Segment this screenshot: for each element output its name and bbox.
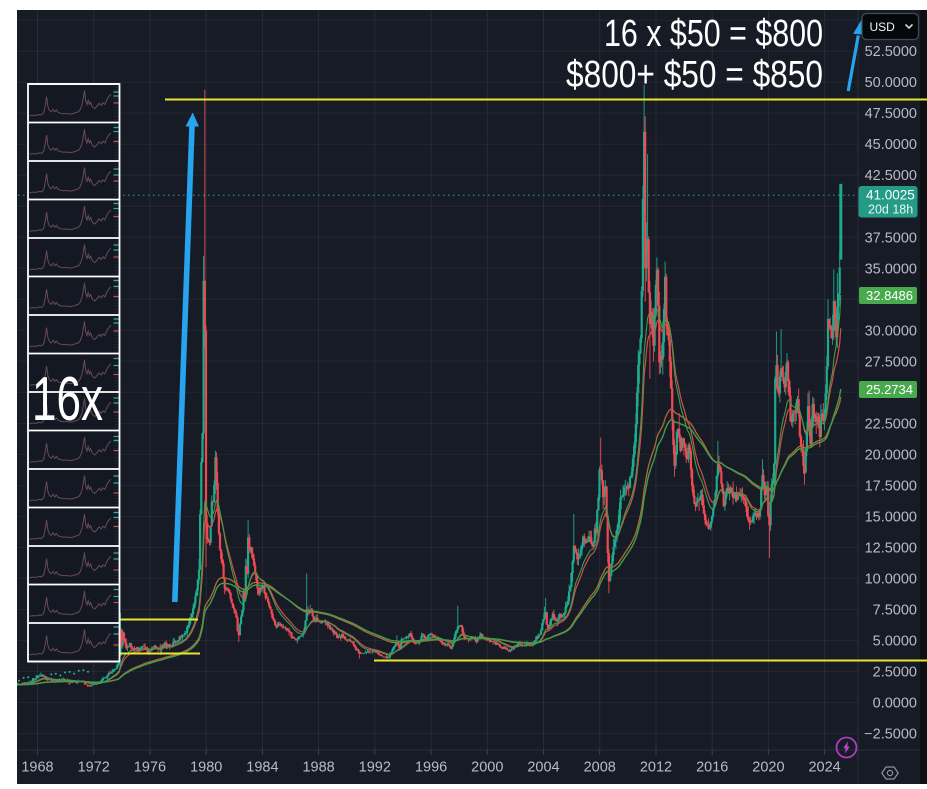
- svg-text:15.0000: 15.0000: [865, 509, 917, 525]
- svg-text:2004: 2004: [527, 760, 559, 776]
- svg-text:1988: 1988: [302, 760, 334, 776]
- svg-text:1992: 1992: [359, 760, 391, 776]
- svg-text:2012: 2012: [640, 760, 672, 776]
- svg-text:2016: 2016: [696, 760, 728, 776]
- svg-text:1996: 1996: [415, 760, 447, 776]
- svg-text:1984: 1984: [246, 760, 278, 776]
- svg-text:−2.5000: −2.5000: [864, 727, 917, 743]
- svg-text:1968: 1968: [21, 760, 53, 776]
- svg-text:7.5000: 7.5000: [873, 603, 917, 619]
- svg-text:2000: 2000: [471, 760, 503, 776]
- svg-text:27.5000: 27.5000: [865, 354, 917, 370]
- svg-text:1976: 1976: [134, 760, 166, 776]
- svg-text:16x: 16x: [32, 365, 103, 434]
- svg-text:20.0000: 20.0000: [865, 447, 917, 463]
- svg-text:17.5000: 17.5000: [865, 478, 917, 494]
- svg-text:1972: 1972: [78, 760, 110, 776]
- svg-text:0.0000: 0.0000: [873, 696, 917, 712]
- svg-text:50.0000: 50.0000: [865, 75, 917, 91]
- svg-text:32.8486: 32.8486: [866, 288, 913, 303]
- svg-text:5.0000: 5.0000: [873, 634, 917, 650]
- svg-text:USD: USD: [870, 20, 896, 34]
- svg-text:45.0000: 45.0000: [865, 137, 917, 153]
- svg-text:30.0000: 30.0000: [865, 323, 917, 339]
- svg-text:47.5000: 47.5000: [865, 106, 917, 122]
- svg-text:1980: 1980: [190, 760, 222, 776]
- svg-text:10.0000: 10.0000: [865, 571, 917, 587]
- svg-text:41.0025: 41.0025: [866, 188, 915, 203]
- svg-text:16 x $50 = $800: 16 x $50 = $800: [604, 13, 823, 55]
- svg-text:2008: 2008: [584, 760, 616, 776]
- svg-text:37.5000: 37.5000: [865, 230, 917, 246]
- svg-text:2024: 2024: [808, 760, 840, 776]
- svg-text:20d 18h: 20d 18h: [868, 203, 913, 217]
- svg-text:22.5000: 22.5000: [865, 416, 917, 432]
- svg-text:42.5000: 42.5000: [865, 168, 917, 184]
- svg-text:12.5000: 12.5000: [865, 540, 917, 556]
- svg-text:52.5000: 52.5000: [865, 44, 917, 60]
- svg-text:$800+ $50 = $850: $800+ $50 = $850: [566, 54, 823, 96]
- svg-text:25.2734: 25.2734: [866, 382, 913, 397]
- svg-text:2.5000: 2.5000: [873, 665, 917, 681]
- svg-text:35.0000: 35.0000: [865, 261, 917, 277]
- svg-text:2020: 2020: [752, 760, 784, 776]
